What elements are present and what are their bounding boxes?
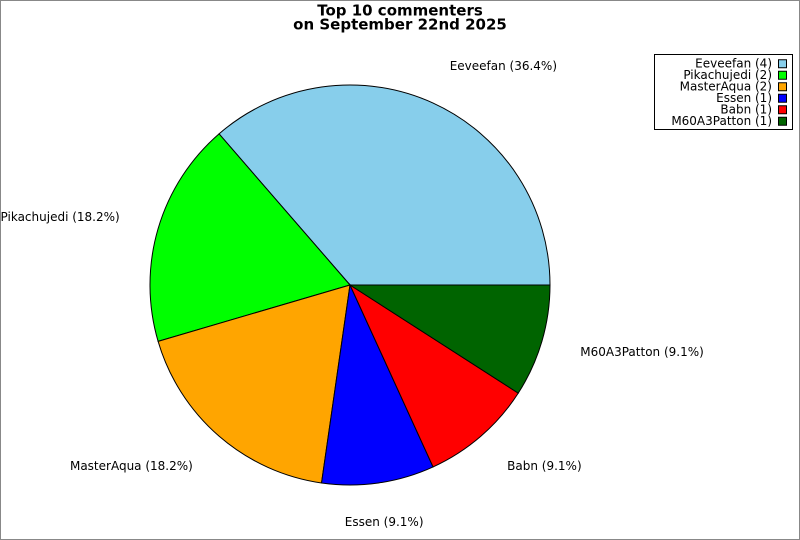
legend-box xyxy=(654,54,793,130)
slice-label: Pikachujedi (18.2%) xyxy=(1,210,120,224)
slice-label: Babn (9.1%) xyxy=(507,459,581,473)
slice-label: Essen (9.1%) xyxy=(345,515,424,529)
slice-label: Eeveefan (36.4%) xyxy=(450,59,557,73)
legend-swatch xyxy=(778,82,787,92)
pie-slice xyxy=(320,283,434,486)
legend-swatch xyxy=(778,93,787,103)
slice-label: M60A3Patton (9.1%) xyxy=(580,345,704,359)
legend-swatch xyxy=(778,116,787,126)
pie-slice xyxy=(348,283,519,468)
chart-subtitle: on September 22nd 2025 xyxy=(293,16,507,34)
slice-label: MasterAqua (18.2%) xyxy=(70,459,193,473)
legend-swatch xyxy=(778,105,787,115)
legend-label: Essen (1) xyxy=(716,91,772,105)
pie-slice xyxy=(348,284,551,394)
legend-label: Babn (1) xyxy=(720,102,772,116)
legend-label: Pikachujedi (2) xyxy=(683,68,772,82)
legend-label: M60A3Patton (1) xyxy=(671,114,772,128)
pie-slice xyxy=(149,133,351,342)
legend-label: Eeveefan (4) xyxy=(695,56,772,70)
pie-slice xyxy=(157,284,351,484)
pie-slice xyxy=(218,84,551,286)
legend-swatch xyxy=(778,70,787,80)
chart-title: Top 10 commenters xyxy=(317,2,483,20)
legend-label: MasterAqua (2) xyxy=(680,79,772,93)
legend-swatch xyxy=(778,59,787,69)
